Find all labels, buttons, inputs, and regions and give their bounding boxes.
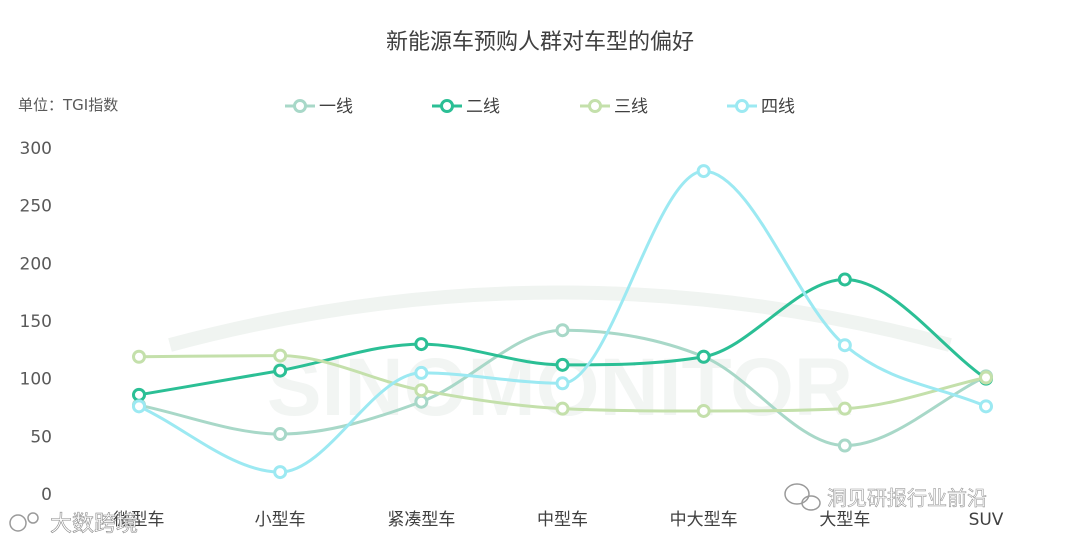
legend-label: 四线 <box>761 97 795 117</box>
series-2 <box>132 272 993 402</box>
x-tick-label: SUV <box>969 510 1004 530</box>
legend-item: 一线 <box>285 97 353 117</box>
legend-swatch-marker <box>440 99 454 113</box>
data-point <box>273 465 288 480</box>
wechat-icon-small <box>801 495 821 511</box>
legend-item: 三线 <box>580 97 648 117</box>
data-point <box>132 349 146 364</box>
unit-label: 单位：TGI指数 <box>18 96 118 114</box>
watermark-bottom-left-text: 大数跨境 <box>50 512 138 537</box>
watermark-bottom-right-text: 洞见研报行业前沿 <box>827 486 987 510</box>
legend: 一线 二线 三线 四线 <box>285 97 795 117</box>
data-point <box>979 370 993 385</box>
y-tick-label: 200 <box>20 254 52 274</box>
y-tick-label: 100 <box>20 370 52 390</box>
data-point <box>273 363 288 378</box>
data-point <box>837 338 852 353</box>
data-point <box>696 403 711 418</box>
data-point <box>555 357 570 372</box>
x-axis: 微型车 小型车 紧凑型车 中型车 中大型车 大型车 SUV <box>114 510 1004 530</box>
data-point <box>273 427 288 442</box>
data-point <box>555 401 570 416</box>
data-point <box>696 349 711 364</box>
data-point <box>414 337 429 352</box>
legend-item: 四线 <box>727 97 795 117</box>
y-tick-label: 150 <box>20 312 52 332</box>
legend-label: 三线 <box>614 97 648 117</box>
data-point <box>555 323 570 338</box>
legend-swatch-marker <box>735 99 749 113</box>
legend-label: 一线 <box>319 97 353 117</box>
wechat-icon <box>784 483 810 505</box>
series-3 <box>132 348 993 418</box>
data-point <box>979 399 993 414</box>
data-point <box>132 387 146 402</box>
legend-item: 二线 <box>432 97 500 117</box>
x-tick-label: 中大型车 <box>670 510 738 530</box>
y-tick-label: 300 <box>20 139 52 159</box>
x-tick-label: 中型车 <box>537 510 588 530</box>
x-tick-label: 大型车 <box>819 510 870 530</box>
data-point <box>696 164 711 179</box>
data-point <box>555 376 570 391</box>
watermark-bottom-left: 大数跨境 <box>9 512 138 537</box>
watermark-bottom-right: 洞见研报行业前沿 <box>784 483 987 511</box>
data-point <box>273 348 288 363</box>
weibo-icon <box>9 514 27 532</box>
series-layer <box>132 164 993 480</box>
y-tick-label: 0 <box>41 485 52 505</box>
data-point <box>132 399 146 414</box>
legend-label: 二线 <box>466 97 500 117</box>
data-point <box>837 401 852 416</box>
series-4 <box>132 164 993 480</box>
data-point <box>837 438 852 453</box>
legend-swatch-marker <box>293 99 307 113</box>
data-point <box>414 365 429 380</box>
legend-swatch-marker <box>588 99 602 113</box>
x-tick-label: 紧凑型车 <box>387 510 455 530</box>
data-point <box>837 272 852 287</box>
data-point <box>414 394 429 409</box>
x-tick-label: 微型车 <box>114 510 165 530</box>
y-tick-label: 50 <box>30 427 52 447</box>
data-point <box>414 383 429 398</box>
chart-title: 新能源车预购人群对车型的偏好 <box>386 30 694 55</box>
y-tick-label: 250 <box>20 197 52 217</box>
x-tick-label: 小型车 <box>255 510 306 530</box>
y-axis: 0 50 100 150 200 250 300 <box>20 139 52 505</box>
weibo-icon-small <box>27 512 39 524</box>
